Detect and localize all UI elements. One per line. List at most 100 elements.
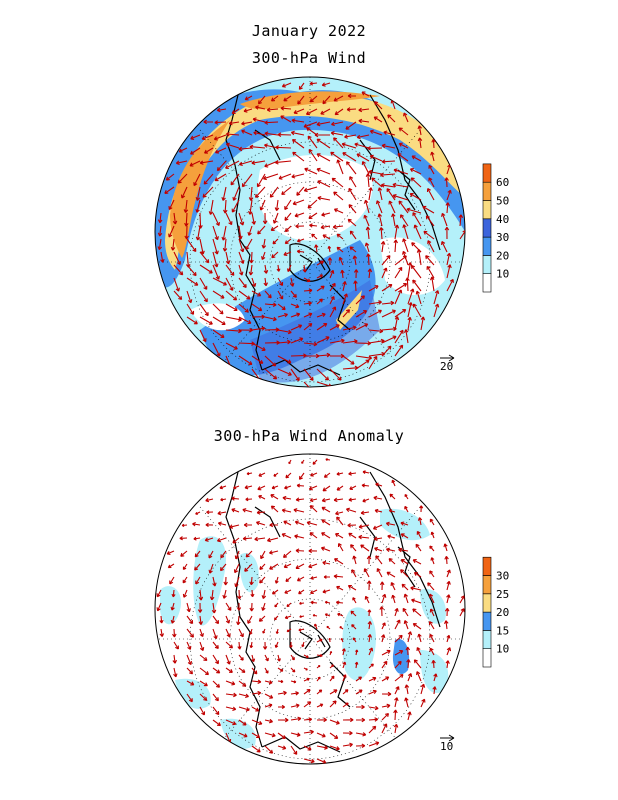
wind-arrow [458,214,464,227]
wind-arrow [322,560,331,566]
wind-arrow [264,654,269,662]
wind-arrow [258,615,266,622]
wind-arrow [386,571,396,578]
wind-arrow [321,532,331,539]
wind-arrow [330,151,344,162]
wind-arrow [324,600,331,604]
wind-arrow [304,167,318,175]
colorbar-tick-label: 20 [496,249,509,262]
wind-arrow [355,676,363,682]
wind-arrow [284,589,292,594]
wind-arrow [293,108,305,115]
wind-arrow [212,342,221,357]
wind-arrow [407,711,412,721]
wind-arrow [404,697,409,708]
wind-arrow [264,355,277,367]
wind-vectors [157,81,465,387]
wind-arrow [208,563,214,574]
wind-arrow [184,225,189,240]
wind-arrow [225,719,237,726]
wind-arrow [402,250,409,266]
wind-arrow [381,300,395,306]
wind-arrow [403,112,409,123]
wind-arrow [244,485,253,490]
wind-arrow [251,277,257,288]
wind-arrow [347,584,357,591]
wind-arrow [342,661,347,669]
wind-arrow [183,199,189,213]
wind-arrow [212,277,227,286]
colorbar-segment [482,255,492,274]
wind-arrow [336,485,344,491]
wind-arrow [202,186,214,198]
wind-arrow [316,717,327,723]
wind-arrow [212,667,221,674]
wind-arrow [341,142,357,149]
wind-arrow [413,659,422,669]
wind-arrow [194,563,201,571]
wind-arrow [286,628,292,633]
wind-arrow [234,550,240,560]
wind-arrow [178,147,188,153]
wind-arrow [412,622,422,630]
wind-arrow [411,598,422,604]
wind-arrow [366,555,372,565]
wind-arrow [281,186,292,196]
wind-arrow [406,659,411,669]
wind-arrow [316,638,323,643]
wind-arrow [348,471,357,476]
wind-arrow [264,316,277,322]
wind-arrow [267,537,279,543]
wind-arrow [247,615,253,624]
wind-arrow [387,114,396,123]
wind-arrow [274,602,279,608]
wind-arrow [459,595,465,604]
wind-arrow [404,684,410,695]
wind-arrow [325,458,331,462]
wind-arrow [379,606,384,617]
wind-arrow [310,589,318,595]
wind-arrow [429,570,435,578]
wind-arrow [225,131,240,137]
wind-arrow [237,589,242,600]
wind-arrow [379,227,384,240]
wind-arrow [342,339,358,344]
wind-arrow [198,589,204,601]
wind-arrow [329,338,345,344]
wind-arrow [309,532,318,539]
wind-arrow [350,544,357,552]
wind-arrow [245,497,253,502]
wind-arrow [374,101,383,110]
wind-arrow [368,725,377,734]
wind-arrow [293,508,305,513]
wind-arrow [358,534,370,540]
wind-arrow [182,563,188,570]
wind-arrow [290,703,300,708]
wind-arrow [231,508,240,513]
wind-arrow [190,147,201,155]
wind-arrow [321,506,331,513]
wind-arrow [322,589,331,594]
wind-arrow [199,316,213,325]
wind-arrow [329,306,337,318]
wind-arrow [368,741,380,747]
wind-arrow [401,583,409,591]
anomaly-reference-label: 10 [440,740,453,753]
wind-arrow [299,615,305,619]
wind-arrow [316,153,331,162]
wind-arrow [216,160,227,172]
wind-arrow [367,146,383,151]
wind-arrow [394,607,399,617]
wind-arrow [168,199,175,211]
wind-arrow [246,471,253,476]
wind-arrow [394,316,400,331]
wind-arrow [444,555,449,565]
wind-arrow [182,589,188,598]
wind-arrow [280,115,292,123]
wind-arrow [425,215,435,227]
wind-arrow [170,615,175,624]
wind-arrow [313,623,318,630]
wind-arrow [238,303,249,313]
wind-arrow [348,187,357,201]
wind-arrow [335,533,344,539]
